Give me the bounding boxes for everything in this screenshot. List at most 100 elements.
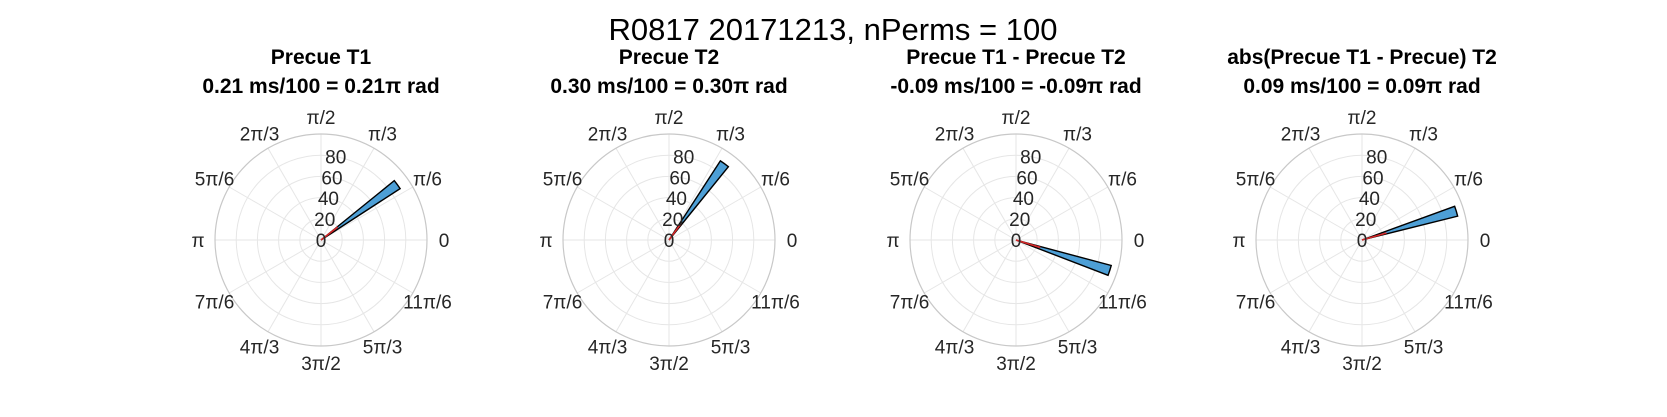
r-gridline [604, 175, 734, 305]
histogram-bar [320, 179, 402, 241]
mean-vector-line [320, 226, 339, 241]
polar-panel-3: Precue T1 - Precue T2 -0.09 ms/100 = -0.… [886, 46, 1146, 375]
mean-vector-line [1361, 232, 1387, 241]
r-tick-label: 40 [1013, 189, 1034, 210]
theta-gridline [576, 239, 670, 294]
polar-panel-2: Precue T2 0.30 ms/100 = 0.30π rad 020406… [539, 46, 799, 375]
theta-tick-label: 5π/6 [195, 170, 235, 191]
theta-tick-label: 5π/3 [711, 338, 751, 359]
theta-gridline [1015, 186, 1109, 241]
theta-tick-label: π/2 [1002, 108, 1031, 129]
panel-title: Precue T1 - Precue T2 [906, 46, 1125, 69]
theta-tick-label: π/3 [1409, 125, 1438, 146]
theta-gridline [962, 239, 1017, 333]
theta-tick-label: 2π/3 [935, 125, 975, 146]
theta-tick-label: 5π/6 [1236, 170, 1276, 191]
theta-gridline [615, 239, 670, 333]
r-tick-label: 20 [1355, 210, 1376, 231]
polar-panel-4: abs(Precue T1 - Precue) T2 0.09 ms/100 =… [1227, 46, 1497, 375]
theta-gridline [668, 147, 723, 241]
r-tick-label: 80 [1366, 148, 1387, 169]
theta-tick-label: 0 [1134, 231, 1145, 252]
r-gridline [256, 175, 386, 305]
theta-gridline [1308, 239, 1363, 333]
theta-tick-label: π/6 [1108, 170, 1137, 191]
panel-subtitle: -0.09 ms/100 = -0.09π rad [890, 75, 1141, 98]
r-tick-label: 60 [321, 168, 342, 189]
r-tick-label: 80 [1020, 148, 1041, 169]
theta-tick-label: 5π/3 [1058, 338, 1098, 359]
theta-gridline [668, 239, 762, 294]
theta-tick-label: 4π/3 [935, 338, 975, 359]
theta-gridline [923, 239, 1017, 294]
r-gridline [951, 175, 1081, 305]
theta-tick-label: 7π/6 [890, 293, 930, 314]
r-gridline [583, 154, 755, 326]
theta-gridline [1361, 239, 1455, 294]
polar-outline [562, 133, 776, 347]
theta-gridline [1269, 239, 1363, 294]
r-gridline [278, 197, 364, 283]
theta-gridline [668, 239, 723, 333]
theta-gridline [320, 239, 375, 333]
theta-gridline [1269, 186, 1363, 241]
histogram-bar [1361, 205, 1459, 241]
panel-title: Precue T1 [271, 46, 372, 69]
theta-tick-label: π [1232, 231, 1245, 252]
theta-gridline [267, 239, 322, 333]
theta-tick-label: 5π/6 [890, 170, 930, 191]
theta-tick-label: 0 [1480, 231, 1491, 252]
r-gridline [1276, 154, 1448, 326]
r-tick-label: 20 [662, 210, 683, 231]
figure-title: R0817 20171213, nPerms = 100 [609, 12, 1058, 47]
theta-tick-label: 3π/2 [1342, 354, 1382, 375]
r-tick-label: 0 [1011, 231, 1022, 252]
panel-title: abs(Precue T1 - Precue) T2 [1227, 46, 1497, 69]
theta-tick-label: 3π/2 [996, 354, 1036, 375]
theta-gridline [228, 186, 322, 241]
theta-tick-label: π/6 [1454, 170, 1483, 191]
polar-outline [909, 133, 1123, 347]
theta-gridline [1015, 239, 1070, 333]
theta-tick-label: 2π/3 [240, 125, 280, 146]
r-tick-label: 60 [669, 168, 690, 189]
theta-tick-label: 7π/6 [1236, 293, 1276, 314]
polar-axes: 0204060800π/6π/3π/22π/35π/6π7π/64π/33π/2… [1232, 108, 1492, 375]
mean-vector-line [668, 222, 683, 241]
polar-axes: 0204060800π/6π/3π/22π/35π/6π7π/64π/33π/2… [191, 108, 451, 375]
theta-tick-label: 5π/3 [363, 338, 403, 359]
r-tick-label: 0 [664, 231, 675, 252]
theta-tick-label: π/3 [368, 125, 397, 146]
theta-gridline [320, 186, 414, 241]
r-tick-label: 0 [316, 231, 327, 252]
theta-tick-label: 3π/2 [301, 354, 341, 375]
r-tick-label: 20 [314, 210, 335, 231]
polar-outline [214, 133, 428, 347]
theta-tick-label: π/3 [1063, 125, 1092, 146]
r-gridline [647, 218, 691, 262]
theta-gridline [615, 147, 670, 241]
polar-outline [1255, 133, 1469, 347]
theta-tick-label: 5π/3 [1404, 338, 1444, 359]
polar-panel-1: Precue T1 0.21 ms/100 = 0.21π rad 020406… [191, 46, 451, 375]
theta-gridline [923, 186, 1017, 241]
theta-tick-label: 2π/3 [1281, 125, 1321, 146]
panel-subtitle: 0.09 ms/100 = 0.09π rad [1243, 75, 1480, 98]
theta-gridline [228, 239, 322, 294]
theta-gridline [267, 147, 322, 241]
r-tick-label: 40 [1359, 189, 1380, 210]
theta-gridline [576, 186, 670, 241]
r-tick-label: 80 [673, 148, 694, 169]
r-gridline [1319, 197, 1405, 283]
theta-tick-label: 11π/6 [1098, 293, 1147, 314]
theta-tick-label: 11π/6 [751, 293, 800, 314]
theta-tick-label: π/2 [307, 108, 336, 129]
polar-axes: 0204060800π/6π/3π/22π/35π/6π7π/64π/33π/2… [886, 108, 1146, 375]
theta-tick-label: π/2 [1348, 108, 1377, 129]
r-gridline [626, 197, 712, 283]
theta-tick-label: 5π/6 [543, 170, 583, 191]
theta-tick-label: 4π/3 [1281, 338, 1321, 359]
histogram-bar [668, 159, 730, 241]
theta-gridline [1015, 239, 1109, 294]
